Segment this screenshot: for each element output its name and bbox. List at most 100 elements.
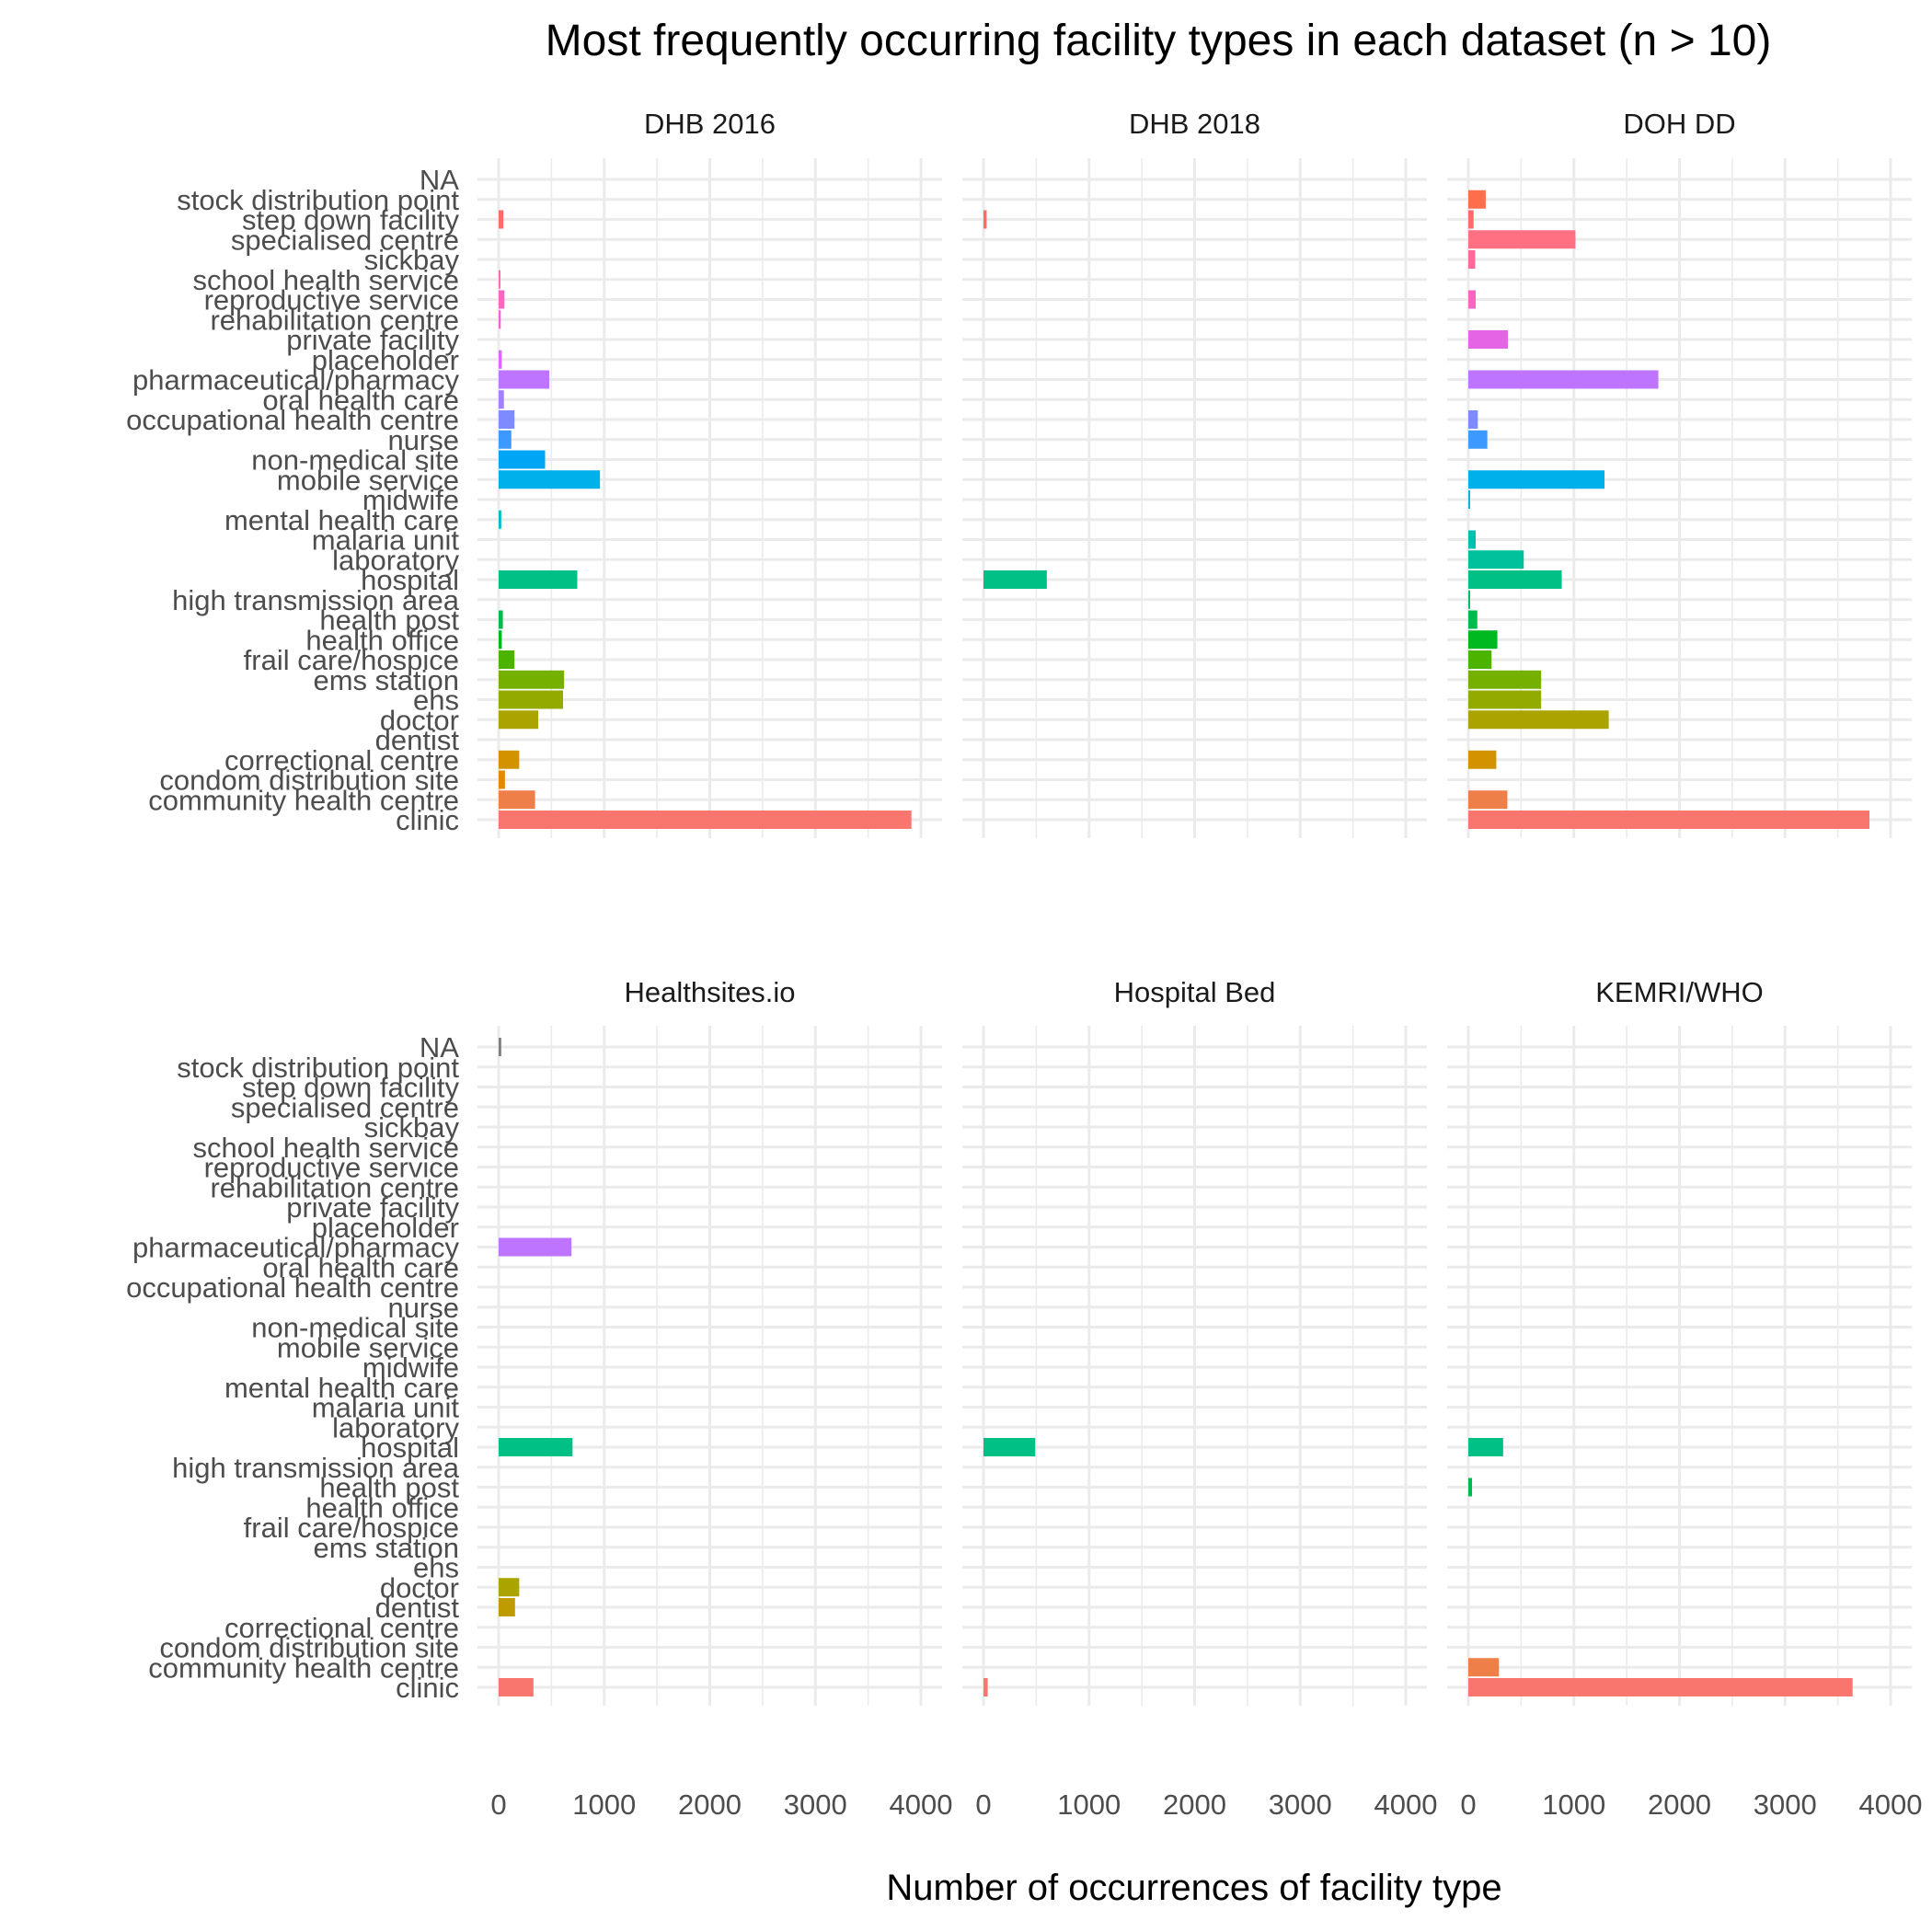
bar-hospital bbox=[499, 1438, 573, 1456]
bar-doctor bbox=[499, 1578, 520, 1597]
bar-health-office bbox=[499, 630, 502, 650]
y-tick-label: oral health care bbox=[262, 384, 459, 416]
bar-placeholder bbox=[499, 350, 502, 369]
y-tick-label: high transmission area bbox=[172, 1452, 460, 1484]
y-tick-label: malaria unit bbox=[312, 524, 460, 557]
y-tick-label: specialised centre bbox=[231, 1091, 459, 1123]
x-tick-label: 2000 bbox=[678, 1788, 742, 1821]
y-tick-label: health post bbox=[319, 604, 459, 637]
x-tick-label: 4000 bbox=[1859, 1788, 1923, 1821]
x-tick-label: 4000 bbox=[890, 1788, 953, 1821]
panel-doh-dd: DOH DD bbox=[1447, 108, 1912, 838]
bar-community-health-centre bbox=[1468, 790, 1508, 810]
bar-community-health-centre bbox=[499, 790, 535, 810]
bar-mobile-service bbox=[1468, 470, 1605, 489]
y-tick-label: health post bbox=[319, 1472, 459, 1504]
y-tick-label: clinic bbox=[396, 1672, 459, 1704]
x-tick-label: 3000 bbox=[784, 1788, 847, 1821]
bar-ems-station bbox=[499, 670, 565, 689]
bar-occupational-health-centre bbox=[1468, 410, 1478, 429]
bar-pharmaceutical-pharmacy bbox=[1468, 370, 1659, 389]
y-tick-label: midwife bbox=[362, 1351, 459, 1384]
y-tick-label: doctor bbox=[380, 704, 459, 736]
bar-doctor bbox=[499, 710, 539, 730]
facet-strip-label: DOH DD bbox=[1623, 108, 1735, 140]
bar-mental-health-care bbox=[499, 510, 501, 529]
bar-school-health-service bbox=[499, 270, 500, 289]
bar-nurse bbox=[1468, 430, 1488, 449]
y-tick-label: ems station bbox=[313, 664, 459, 696]
bar-condom-distribution-site bbox=[499, 770, 505, 789]
x-tick-label: 2000 bbox=[1648, 1788, 1711, 1821]
facet-strip-label: DHB 2018 bbox=[1129, 108, 1260, 140]
bar-midwife bbox=[1468, 490, 1470, 509]
bar-clinic bbox=[499, 1678, 534, 1696]
y-tick-label: private facility bbox=[286, 1191, 459, 1224]
y-tick-label: step down facility bbox=[242, 1072, 460, 1104]
grid-lines bbox=[962, 158, 1427, 838]
panel-kemri-who: KEMRI/WHO 0 1000 2000 3000 4000 bbox=[1447, 976, 1922, 1821]
y-tick-label: frail care/hospice bbox=[244, 1512, 459, 1544]
bar-pharmaceutical-pharmacy bbox=[499, 370, 550, 389]
bar-health-post bbox=[1468, 610, 1478, 629]
facet-strip-label: Healthsites.io bbox=[624, 976, 795, 1008]
y-tick-label: ehs bbox=[413, 684, 459, 717]
y-tick-label: NA bbox=[420, 164, 459, 196]
grid-lines bbox=[962, 1026, 1427, 1706]
y-tick-label: mental health care bbox=[224, 504, 459, 536]
y-tick-label: laboratory bbox=[332, 544, 459, 576]
x-tick-label: 0 bbox=[1460, 1788, 1476, 1821]
bar-doctor bbox=[1468, 710, 1609, 730]
bar-health-post bbox=[499, 610, 503, 629]
y-tick-label: condom distribution site bbox=[159, 1632, 459, 1664]
bar-private-facility bbox=[1468, 330, 1509, 349]
y-tick-label: community health centre bbox=[148, 784, 459, 816]
bar-reproductive-service bbox=[1468, 290, 1477, 309]
y-tick-label: health office bbox=[305, 624, 459, 656]
bar-correctional-centre bbox=[1468, 750, 1497, 769]
y-tick-label: clinic bbox=[396, 804, 459, 836]
y-tick-label: school health service bbox=[193, 1132, 460, 1164]
bar-occupational-health-centre bbox=[499, 410, 515, 429]
bar-health-post bbox=[1468, 1478, 1473, 1497]
bar-frail-care-hospice bbox=[1468, 650, 1492, 669]
y-tick-label: oral health care bbox=[262, 1251, 459, 1283]
bar-clinic bbox=[1468, 1678, 1853, 1696]
grid-lines bbox=[1447, 158, 1912, 838]
bar-stock-distribution-point bbox=[1468, 190, 1486, 209]
bar-hospital bbox=[1468, 1438, 1503, 1456]
facet-strip-label: Hospital Bed bbox=[1114, 976, 1276, 1008]
bar-reproductive-service bbox=[499, 290, 505, 309]
y-tick-label: step down facility bbox=[242, 204, 460, 236]
bar-na bbox=[499, 1038, 501, 1056]
bar-clinic bbox=[1468, 811, 1870, 829]
y-tick-label: private facility bbox=[286, 324, 459, 356]
y-tick-label: rehabilitation centre bbox=[210, 1171, 459, 1203]
y-tick-label: community health centre bbox=[148, 1651, 459, 1684]
y-tick-label: stock distribution point bbox=[177, 1052, 459, 1084]
bar-ehs bbox=[499, 690, 563, 709]
bar-hospital bbox=[499, 570, 578, 589]
bar-hospital bbox=[983, 570, 1047, 589]
y-tick-label: placeholder bbox=[312, 1212, 459, 1244]
y-tick-label: ehs bbox=[413, 1552, 459, 1584]
bar-sickbay bbox=[1468, 250, 1476, 269]
y-tick-label: mobile service bbox=[277, 1331, 459, 1363]
y-tick-label: high transmission area bbox=[172, 584, 460, 616]
y-tick-label: specialised centre bbox=[231, 224, 459, 256]
y-tick-label: doctor bbox=[380, 1571, 459, 1604]
bar-oral-health-care bbox=[499, 390, 504, 409]
bar-community-health-centre bbox=[1468, 1658, 1500, 1677]
y-tick-label: occupational health centre bbox=[126, 1271, 459, 1304]
x-axis-labels: 0 1000 2000 3000 4000 bbox=[975, 1788, 1437, 1821]
y-tick-label: dentist bbox=[375, 724, 460, 756]
bar-frail-care-hospice bbox=[499, 650, 515, 669]
bar-health-office bbox=[1468, 630, 1498, 650]
bar-mobile-service bbox=[499, 470, 601, 489]
chart-title: Most frequently occurring facility types… bbox=[546, 17, 1772, 65]
y-tick-label: mobile service bbox=[277, 464, 459, 496]
x-tick-label: 2000 bbox=[1163, 1788, 1226, 1821]
